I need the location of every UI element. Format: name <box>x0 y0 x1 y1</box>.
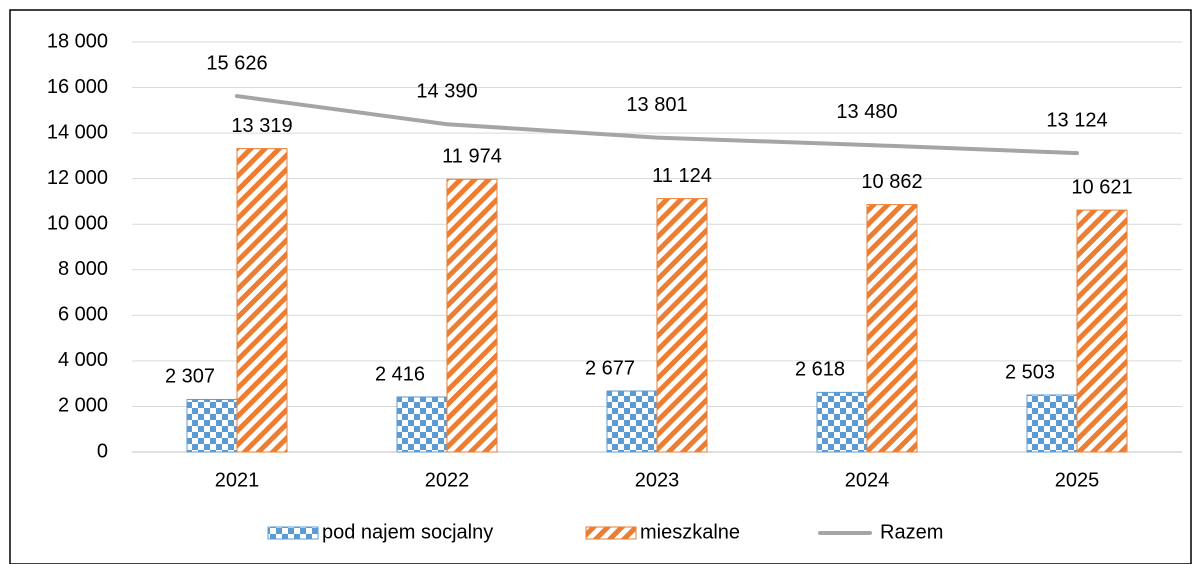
y-tick-label: 4 000 <box>58 349 108 371</box>
value-label: 2 307 <box>165 366 215 388</box>
bar <box>186 398 238 453</box>
legend-swatch <box>585 526 637 540</box>
value-label: 2 618 <box>795 359 845 381</box>
legend-swatch <box>267 526 319 540</box>
y-tick-label: 0 <box>97 440 108 462</box>
y-tick-label: 6 000 <box>58 304 108 326</box>
value-label: 15 626 <box>206 52 267 74</box>
y-tick-label: 8 000 <box>58 258 108 280</box>
legend-label: Razem <box>880 521 943 543</box>
legend-label: pod najem socjalny <box>322 521 493 543</box>
x-tick-label: 2025 <box>1055 469 1100 491</box>
value-label: 13 124 <box>1046 109 1107 131</box>
value-label: 11 974 <box>442 146 502 168</box>
bar <box>1026 394 1078 453</box>
value-label: 10 621 <box>1071 176 1132 198</box>
bar <box>396 396 448 453</box>
bar <box>236 148 288 453</box>
value-label: 13 801 <box>626 94 687 116</box>
bar <box>866 204 918 453</box>
legend-label: mieszkalne <box>640 521 740 543</box>
bar <box>446 178 498 453</box>
x-tick-label: 2022 <box>425 469 470 491</box>
y-tick-label: 14 000 <box>47 121 108 143</box>
value-label: 10 862 <box>861 171 922 193</box>
chart-border <box>9 9 1192 564</box>
value-label: 13 319 <box>231 115 292 137</box>
value-label: 2 503 <box>1005 361 1055 383</box>
y-tick-label: 18 000 <box>47 30 108 52</box>
line <box>235 94 1079 156</box>
bar <box>656 198 708 453</box>
y-tick-label: 16 000 <box>47 76 108 98</box>
bar <box>816 391 868 453</box>
x-tick-label: 2024 <box>845 469 890 491</box>
value-label: 13 480 <box>836 101 897 123</box>
bar <box>1076 209 1128 453</box>
y-tick-label: 10 000 <box>47 213 108 235</box>
value-label: 11 124 <box>652 165 712 187</box>
x-tick-label: 2023 <box>635 469 680 491</box>
value-label: 14 390 <box>416 81 477 103</box>
y-tick-label: 12 000 <box>47 167 108 189</box>
x-tick-label: 2021 <box>215 469 260 491</box>
y-tick-label: 2 000 <box>58 395 108 417</box>
value-label: 2 416 <box>375 363 425 385</box>
bar <box>606 390 658 453</box>
value-label: 2 677 <box>585 357 635 379</box>
